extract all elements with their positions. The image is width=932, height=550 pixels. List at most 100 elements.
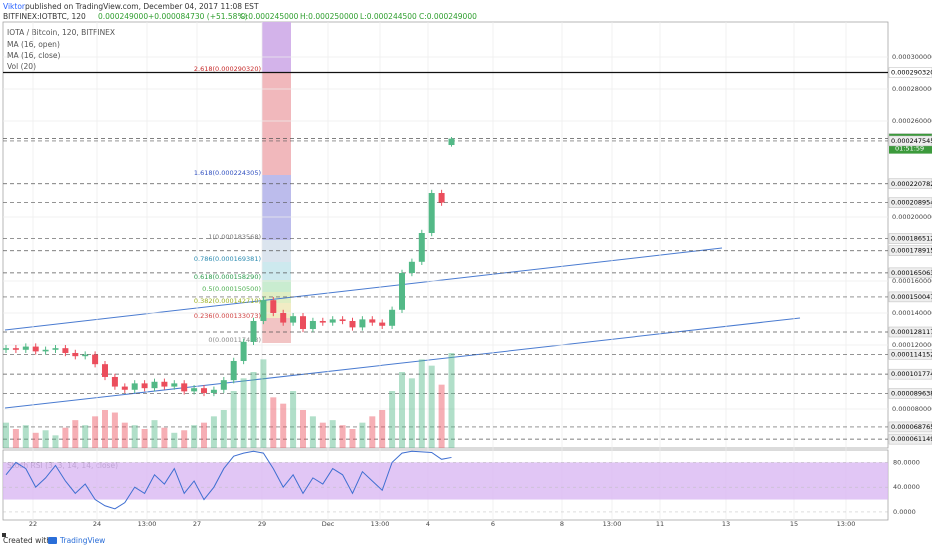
candle-body [270, 300, 277, 313]
countdown-box [889, 143, 932, 154]
candle-body [379, 322, 386, 326]
volume-bar [131, 425, 138, 448]
x-tick-label: 27 [193, 520, 201, 528]
candle-body [151, 381, 158, 389]
fib-zone [262, 72, 291, 175]
candle-body [62, 348, 69, 353]
candle-body [329, 319, 336, 323]
volume-bar [270, 397, 277, 448]
price-level-box [888, 421, 932, 433]
candle-body [319, 320, 326, 323]
y-tick-label: 0.000160000 [892, 277, 932, 285]
volume-bar [240, 378, 247, 448]
candle-body [131, 383, 138, 390]
y-tick-label: 0.000300000 [892, 53, 932, 61]
volume-bar [72, 420, 79, 448]
price-level-box [888, 433, 932, 445]
countdown: 01:51:59 [895, 145, 924, 153]
price-level-label: 0.000208954 [891, 199, 932, 207]
volume-bar [418, 359, 425, 448]
volume-bar [300, 410, 306, 448]
volume-bar [210, 416, 217, 448]
author[interactable]: Viktor [3, 2, 26, 11]
candle-body [191, 388, 198, 392]
volume-bar [230, 391, 237, 448]
fib-label: 0.5(0.000150500) [202, 285, 261, 293]
footer-created: Created with [3, 536, 51, 545]
volume-bar [161, 427, 168, 448]
legend-item: Vol (20) [7, 62, 36, 71]
candle-body [3, 348, 9, 350]
volume-bar [399, 372, 405, 448]
legend-item: MA (16, close) [7, 51, 61, 60]
x-tick-label: 13:00 [837, 520, 856, 528]
volume-bar [121, 422, 128, 448]
stoch-tick-label: 80.0000 [893, 458, 920, 466]
fib-label: 2.618(0.000290320) [194, 65, 261, 73]
volume-bar [151, 420, 158, 448]
candle-body [339, 319, 346, 321]
volume-bar [428, 365, 435, 448]
x-tick-label: 8 [560, 520, 564, 528]
legend-item: MA (16, open) [7, 40, 60, 49]
volume-bar [369, 416, 376, 448]
price-level-box [888, 267, 932, 279]
price-level-box [888, 178, 932, 189]
candle-body [428, 193, 435, 234]
symbol: BITFINEX:IOTBTC, 120 [3, 12, 86, 21]
volume-bar [92, 416, 99, 448]
candle-body [52, 348, 59, 350]
price-level-label: 0.000150047 [891, 293, 932, 301]
candle-body [280, 312, 287, 323]
volume-bar [250, 372, 257, 448]
fib-zone [262, 262, 291, 280]
volume-bar [52, 435, 59, 448]
volume-bar [42, 430, 49, 448]
volume-bar [201, 422, 207, 448]
trend-line [4, 247, 723, 331]
price-level-label: 0.000247545 [891, 137, 932, 145]
candle-body [82, 354, 89, 357]
fib-zone [262, 292, 291, 303]
volume-bar [379, 410, 386, 448]
price-level-label: 0.000290320 [891, 69, 932, 77]
stoch-band [3, 462, 888, 500]
brand-logo [48, 537, 57, 544]
x-tick-label: 13:00 [371, 520, 390, 528]
volume-bar [319, 422, 326, 448]
fib-label: 0.618(0.000158290) [194, 273, 261, 281]
volume-bar [438, 384, 445, 448]
published-note: published on TradingView.com, December 0… [25, 2, 259, 11]
price-level-label: 0.000101774 [891, 370, 932, 378]
candle-body [230, 360, 237, 381]
x-tick-label: 11 [656, 520, 664, 528]
volume-bar [408, 378, 415, 448]
volume-bar [448, 353, 455, 448]
x-tick-label: 15 [790, 520, 798, 528]
candle-body [220, 380, 227, 390]
x-tick-label: 13:00 [603, 520, 622, 528]
y-tick-label: 0.000200000 [892, 213, 932, 221]
footer-brand[interactable]: TradingView [59, 536, 105, 545]
candle-body [290, 316, 297, 323]
candle-body [408, 261, 415, 273]
price-level-box [888, 197, 932, 208]
fib-zone [262, 280, 291, 292]
candle-body [309, 320, 316, 329]
y-tick-label: 0.000080000 [892, 405, 932, 413]
volume-bar [290, 391, 297, 448]
last-price: 0.000249000 [98, 12, 148, 21]
price-level-box [888, 388, 932, 399]
volume-bar [141, 429, 148, 448]
price-level-label: 0.000068765 [891, 423, 932, 431]
volume-bar [102, 410, 108, 448]
fib-label: 0(0.000117423) [208, 336, 261, 344]
volume-bar [32, 432, 39, 448]
candle-body [181, 383, 188, 392]
volume-bar [82, 425, 89, 448]
candle-body [448, 138, 455, 146]
candle-body [121, 386, 128, 390]
candle-body [418, 233, 425, 262]
legend-title: IOTA / Bitcoin, 120, BITFINEX [7, 28, 115, 37]
x-tick-label: Dec [322, 520, 335, 528]
